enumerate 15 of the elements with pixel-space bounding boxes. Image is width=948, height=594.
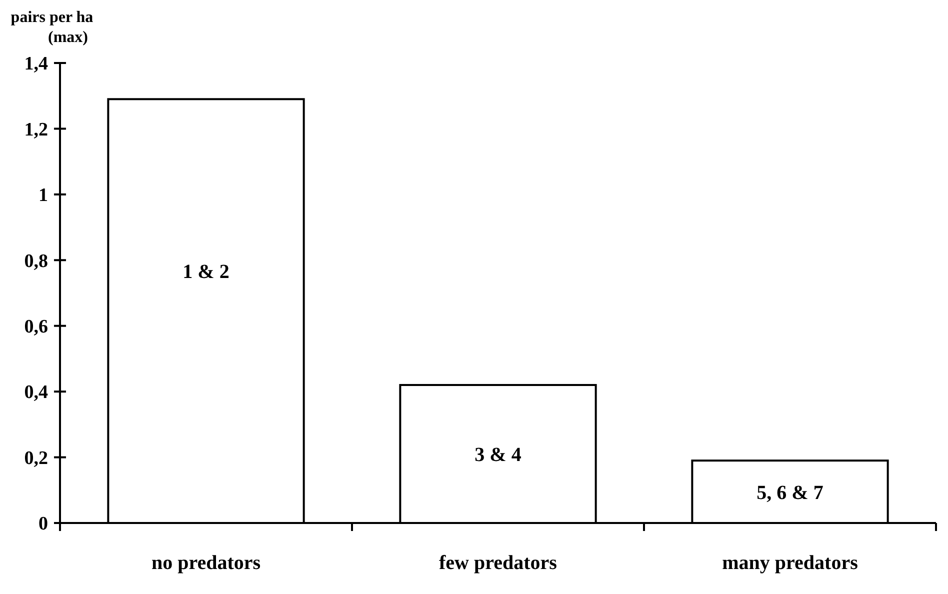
y-tick-label: 0,8 bbox=[24, 250, 48, 272]
y-tick-label: 1,4 bbox=[24, 54, 48, 75]
y-tick-label: 0,4 bbox=[24, 382, 48, 404]
y-tick-label: 0 bbox=[38, 514, 48, 535]
y-tick-label: 0,6 bbox=[24, 316, 48, 338]
annotation: 1 & 2 bbox=[182, 261, 230, 284]
x-tick-label: no predators bbox=[151, 552, 261, 574]
annotation: 3 & 4 bbox=[474, 444, 522, 466]
x-tick-label: many predators bbox=[722, 552, 858, 574]
y-tick-label: 1 bbox=[38, 185, 48, 206]
y-tick-label: 0,2 bbox=[24, 448, 48, 469]
x-tick-label: few predators bbox=[439, 552, 558, 574]
y-axis-title: pairs per ha (max) bbox=[10, 9, 94, 46]
y-tick-label: 1,2 bbox=[24, 119, 48, 140]
annotation: 5, 6 & 7 bbox=[756, 482, 824, 504]
